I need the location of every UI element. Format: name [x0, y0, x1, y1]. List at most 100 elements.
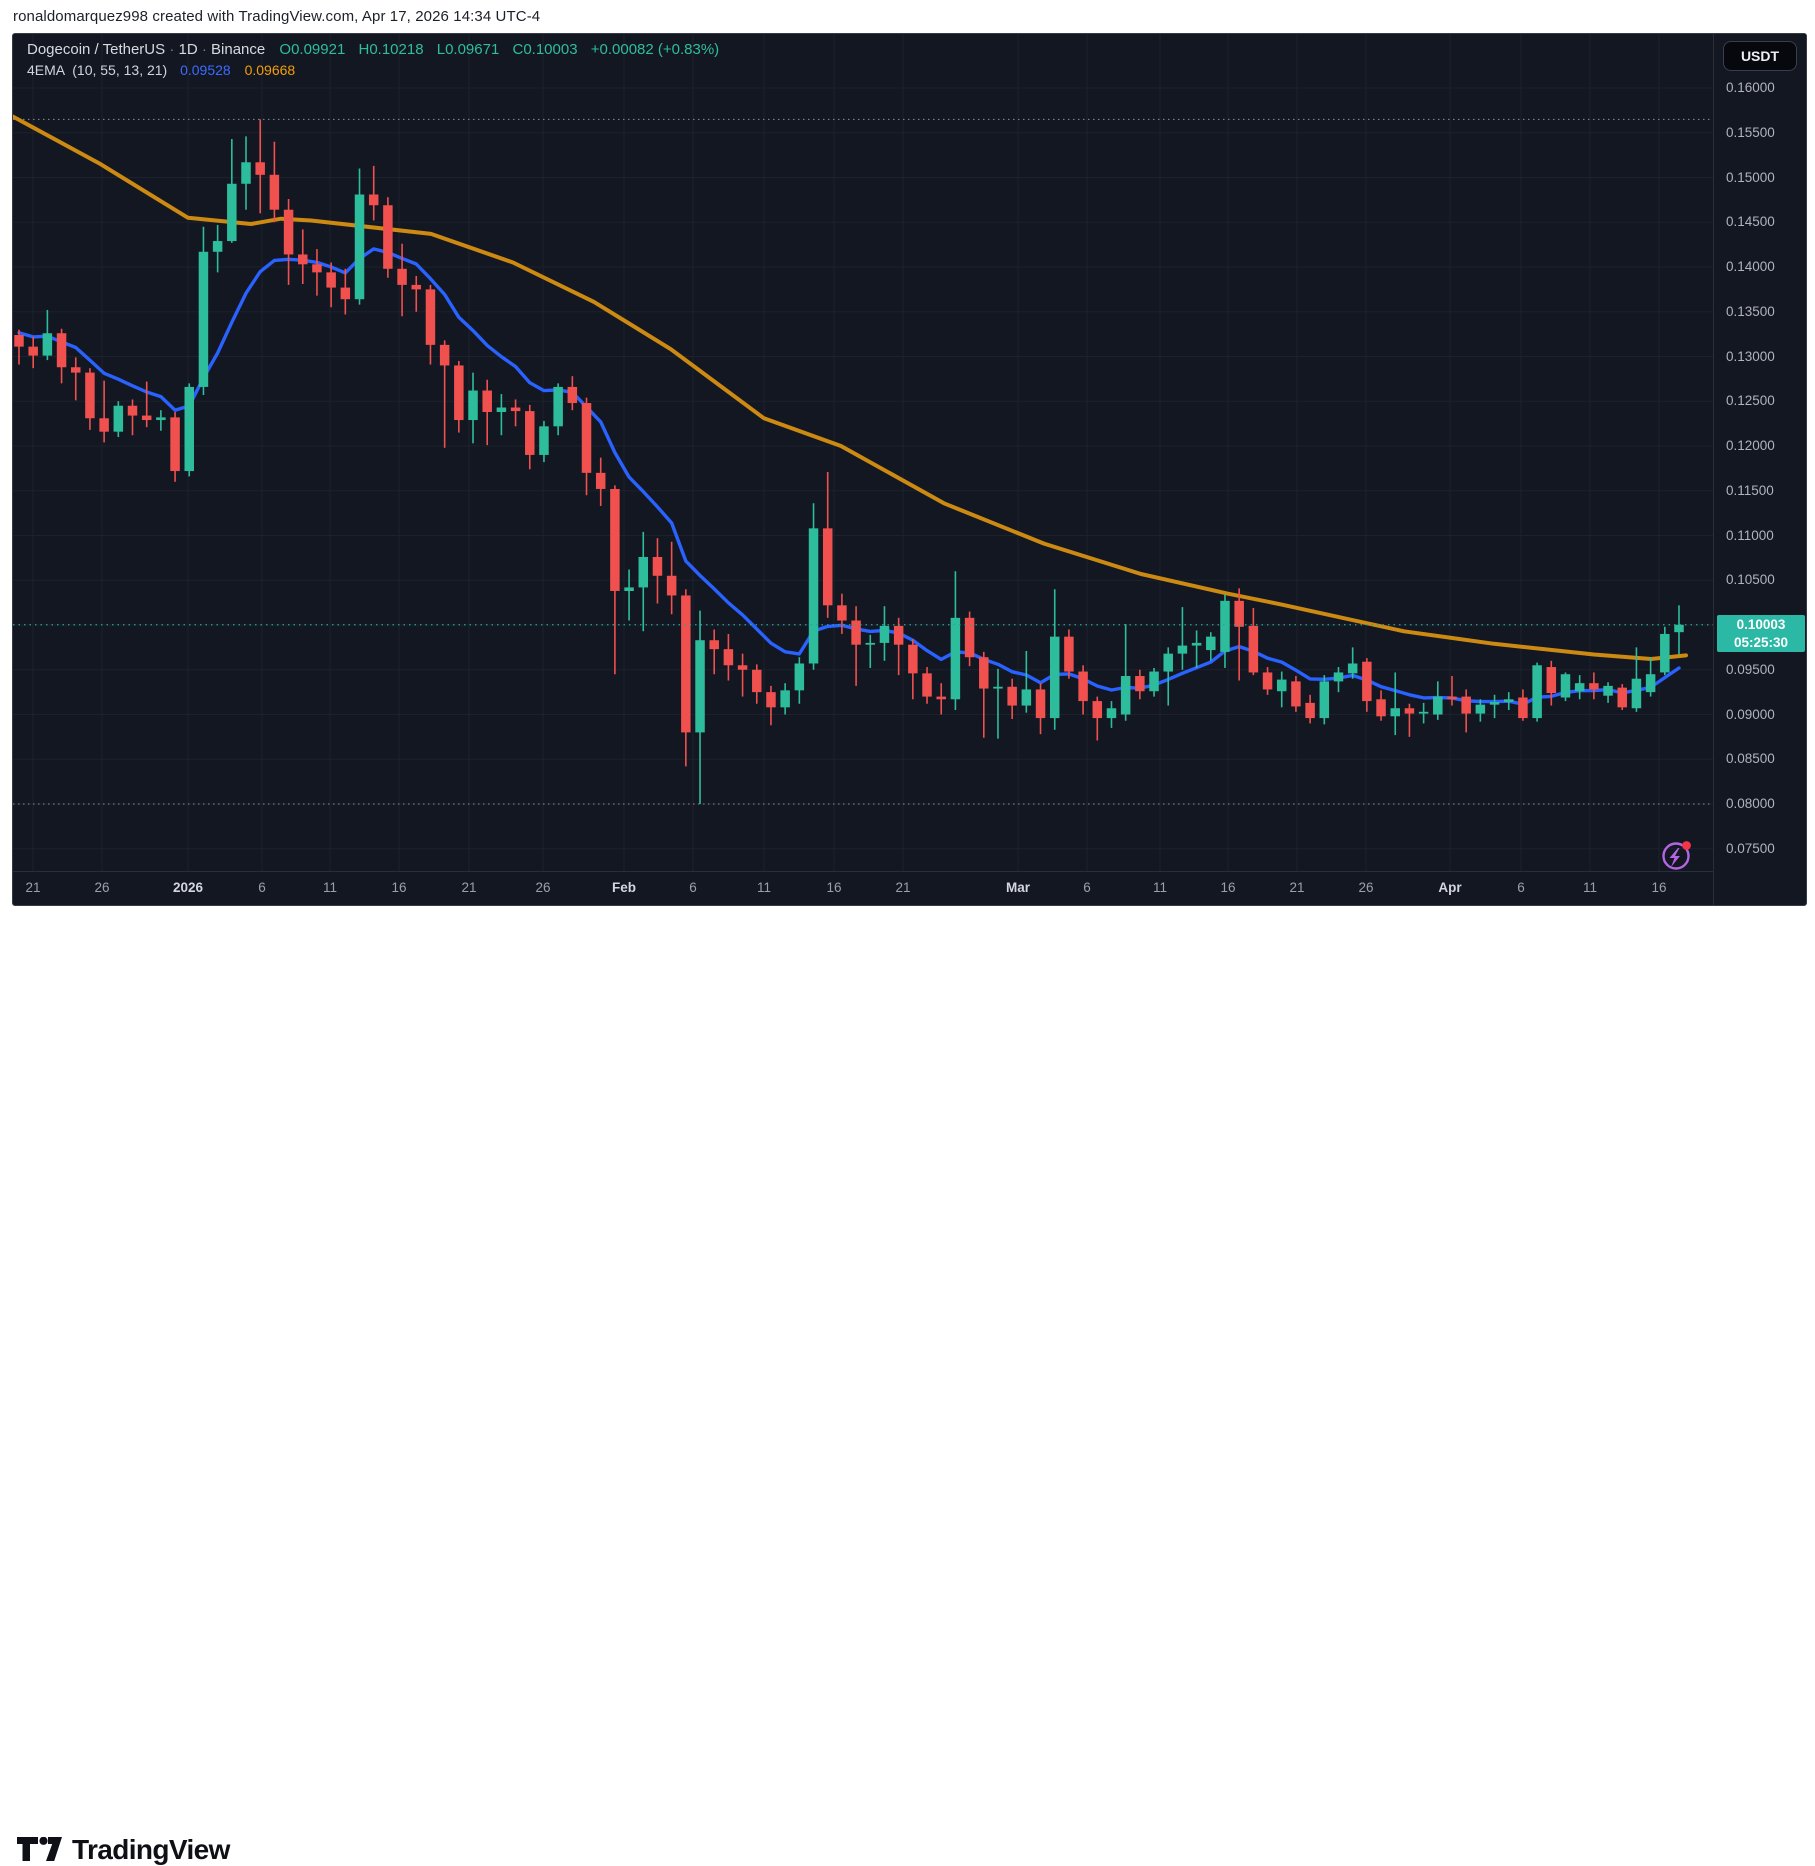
price-axis-label: 0.08000: [1726, 796, 1775, 811]
exchange-label: Binance: [211, 41, 266, 58]
candle-down: [681, 595, 691, 733]
indicator-row: 4EMA (10, 55, 13, 21) 0.09528 0.09668: [27, 62, 719, 78]
footer-band: TradingView: [0, 906, 1815, 1865]
candle-down: [525, 411, 535, 455]
candle-up: [1489, 701, 1500, 705]
candle-up: [993, 686, 1003, 689]
price-axis-label: 0.14500: [1726, 214, 1775, 230]
candle-down: [822, 528, 833, 606]
candle-down: [1305, 702, 1315, 719]
time-axis-label: 26: [535, 880, 551, 895]
candle-down: [99, 418, 109, 432]
candlestick-chart[interactable]: [13, 34, 1713, 871]
candle-down: [14, 335, 24, 347]
candle-up: [1120, 676, 1131, 715]
candle-up: [1660, 633, 1670, 673]
time-axis[interactable]: 21 26 2026 6 11 16 21 26 Feb 6 11 16 21 Mar 6 11 16 21 26 A…: [13, 872, 1713, 905]
candle-down: [1447, 696, 1457, 700]
tradingview-logo-icon: [17, 1837, 62, 1861]
time-axis-label: 26: [1358, 880, 1374, 895]
candle-up: [496, 407, 507, 412]
price-axis-separator: [1713, 34, 1714, 905]
time-axis-label: 6: [689, 880, 697, 895]
interval-label[interactable]: 1D: [178, 41, 198, 58]
candle-up: [624, 587, 634, 591]
symbol-name[interactable]: Dogecoin / TetherUS: [27, 41, 166, 58]
price-axis-label: 0.11500: [1726, 482, 1774, 498]
candle-up: [553, 386, 563, 427]
candle-down: [454, 365, 464, 421]
price-axis-label: 0.12000: [1726, 438, 1775, 453]
candle-down: [1589, 683, 1599, 690]
candle-down: [283, 209, 294, 255]
candle-down: [595, 472, 606, 489]
price-axis-label: 0.10500: [1726, 572, 1775, 588]
change-value: +0.00082 (+0.83%): [590, 41, 720, 58]
candle-up: [354, 194, 365, 300]
candle-down: [1291, 681, 1301, 707]
time-axis-label: 26: [94, 880, 110, 895]
time-axis-label: 11: [322, 880, 338, 895]
candle-down: [1546, 667, 1557, 694]
last-price-badge[interactable]: 0.10003 05:25:30: [1717, 614, 1805, 652]
high-label: H: [358, 41, 370, 58]
candle-down: [255, 162, 265, 175]
ema-fast-line: [17, 247, 1681, 706]
candle-down: [312, 264, 322, 273]
candle-down: [141, 415, 152, 421]
open-value: 0.09921: [291, 41, 346, 58]
candle-up: [241, 162, 251, 184]
price-axis-label: 0.13500: [1726, 303, 1775, 319]
candle-up: [1390, 708, 1400, 717]
candle-down: [1007, 686, 1017, 706]
time-axis-label-major: Feb: [611, 880, 637, 895]
candle-up: [113, 405, 124, 432]
candle-up: [1319, 681, 1330, 719]
candle-up: [1347, 663, 1358, 674]
candle-down: [666, 575, 677, 596]
time-axis-label: 6: [1083, 880, 1091, 895]
candle-up: [1220, 600, 1230, 652]
candle-down: [269, 174, 280, 210]
price-axis[interactable]: USDT 0.16000 0.15500 0.15000 0.14500 0.14000…: [1714, 34, 1806, 905]
flash-icon[interactable]: [1662, 841, 1691, 870]
candle-down: [85, 372, 95, 419]
candle-up: [1177, 645, 1188, 654]
candle-down: [893, 625, 904, 645]
candle-down: [1362, 661, 1372, 702]
candle-up: [1532, 665, 1542, 719]
candle-down: [1518, 697, 1528, 719]
candle-up: [1503, 699, 1514, 702]
candle-up: [1603, 685, 1613, 696]
candle-up: [638, 556, 649, 588]
last-price-value: 0.10003: [1736, 616, 1786, 632]
candle-down: [936, 696, 946, 700]
close-label: C: [512, 41, 524, 58]
candle-down: [737, 665, 748, 670]
candle-down: [1262, 672, 1273, 690]
price-axis-label: 0.15500: [1726, 124, 1775, 140]
candle-up: [1149, 671, 1159, 692]
candle-down: [1376, 699, 1386, 717]
candle-up: [1106, 708, 1117, 719]
time-axis-label: 16: [1220, 880, 1236, 895]
candle-up: [808, 528, 819, 664]
currency-toggle-button[interactable]: USDT: [1723, 41, 1797, 71]
candle-down: [383, 205, 393, 269]
candle-up: [1560, 674, 1571, 698]
tradingview-logo[interactable]: TradingView: [17, 1834, 230, 1866]
candle-down: [368, 194, 379, 206]
price-axis-label: 0.12500: [1726, 393, 1775, 409]
price-axis-label: 0.13000: [1726, 348, 1775, 364]
candle-down: [298, 254, 308, 265]
chart-plot-area[interactable]: [13, 34, 1713, 871]
candle-down: [652, 556, 663, 576]
open-label: O: [279, 41, 292, 58]
candle-down: [482, 390, 492, 412]
candle-down: [170, 417, 180, 472]
price-axis-label: 0.11000: [1726, 527, 1774, 543]
time-axis-label: 11: [756, 880, 772, 895]
candle-up: [1276, 679, 1287, 692]
candle-down: [1035, 689, 1046, 719]
indicator-name[interactable]: 4EMA: [27, 62, 65, 78]
